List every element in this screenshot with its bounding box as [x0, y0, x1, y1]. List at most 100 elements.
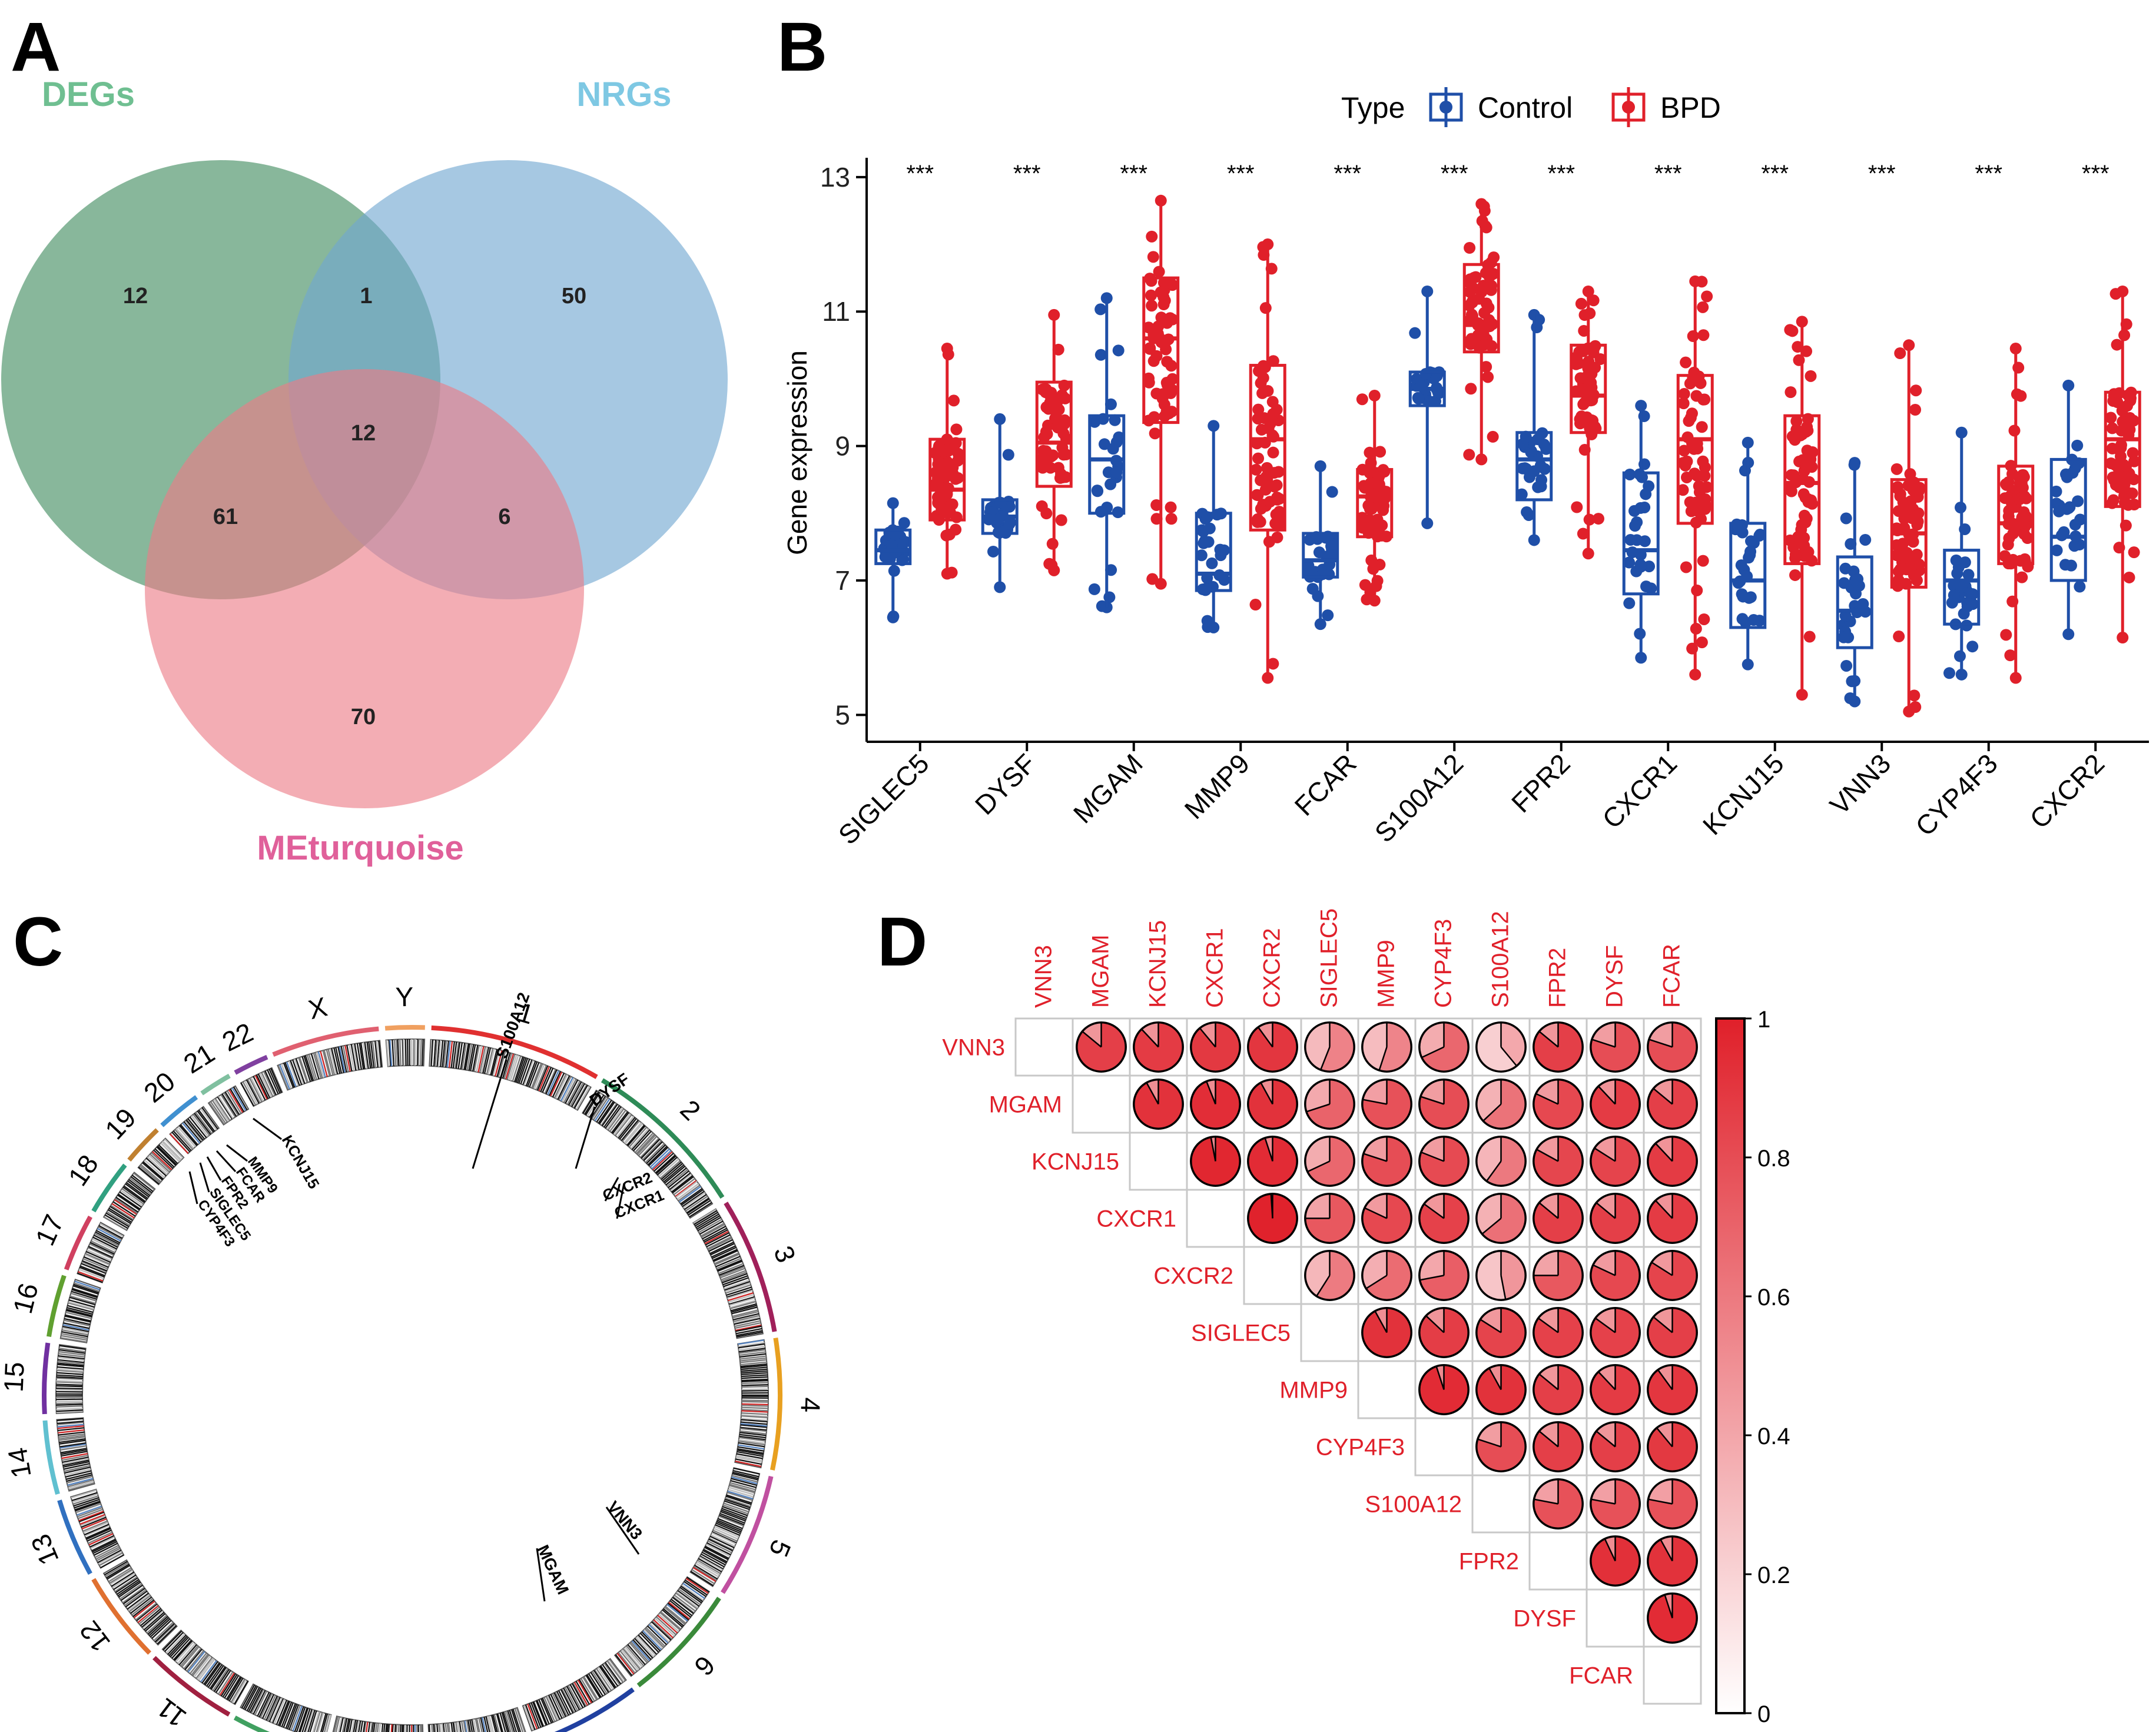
leader-line — [199, 1162, 210, 1193]
cytoband — [476, 1718, 480, 1732]
cytoband — [125, 1183, 147, 1200]
pie-divider — [1538, 1030, 1559, 1048]
chromosome-color-band — [160, 1095, 198, 1127]
cytoband — [92, 1541, 117, 1554]
cytoband — [88, 1533, 114, 1546]
chromosome-color-band — [47, 1275, 67, 1337]
cytoband — [90, 1536, 115, 1549]
venn-label-degs: DEGs — [42, 75, 135, 114]
data-point — [2121, 470, 2133, 483]
data-point — [1113, 431, 1125, 443]
cytoband — [141, 1609, 162, 1628]
pie-divider — [1319, 1047, 1331, 1070]
cytoband — [331, 1048, 339, 1074]
cytoband — [280, 1063, 292, 1089]
cytoband — [560, 1077, 574, 1101]
matrix-cell — [1528, 1531, 1588, 1591]
data-point — [1805, 370, 1817, 382]
pie-divider — [1485, 1160, 1502, 1182]
cytoband — [527, 1704, 538, 1729]
cytoband — [58, 1355, 85, 1360]
cytoband — [576, 1086, 591, 1110]
data-point — [1753, 529, 1766, 542]
cytoband — [57, 1421, 84, 1424]
pie-wedge — [1321, 1022, 1355, 1072]
cytoband — [550, 1694, 563, 1719]
cytoband — [381, 1723, 384, 1732]
pie-divider — [1593, 1264, 1616, 1276]
cytoband — [642, 1140, 662, 1160]
cytoband — [739, 1432, 767, 1436]
data-point — [1252, 413, 1264, 425]
cytoband — [363, 1721, 366, 1732]
cytoband — [512, 1708, 522, 1732]
gene-annotation-mgam: MGAM — [534, 1542, 572, 1602]
cytoband — [349, 1719, 353, 1732]
gene-annotation-vnn3: VNN3 — [603, 1498, 646, 1555]
data-point — [1735, 559, 1747, 572]
data-point — [1897, 537, 1909, 550]
cytoband — [67, 1478, 94, 1486]
cytoband — [317, 1051, 326, 1078]
data-point — [1306, 583, 1319, 595]
cytoband — [506, 1054, 516, 1080]
data-point — [2012, 361, 2025, 374]
cytoband — [685, 1578, 709, 1594]
pie-divider — [1082, 1030, 1102, 1048]
data-point — [1574, 413, 1586, 426]
cytoband — [347, 1718, 351, 1732]
cytoband — [185, 1119, 204, 1141]
cytoband — [714, 1525, 739, 1538]
pie-divider — [1364, 1207, 1388, 1219]
cytoband — [529, 1703, 540, 1728]
data-point — [1690, 390, 1703, 402]
cytoband — [538, 1066, 550, 1091]
cytoband — [283, 1702, 294, 1728]
cytoband — [227, 1677, 243, 1701]
cytoband — [320, 1713, 327, 1732]
data-point — [1784, 386, 1797, 399]
data-point — [1146, 230, 1158, 243]
cytoband — [259, 1073, 272, 1098]
cytoband — [540, 1067, 552, 1092]
data-point — [1365, 477, 1377, 489]
cytoband — [721, 1270, 747, 1281]
cytoband — [177, 1126, 196, 1147]
column-label: FPR2 — [1545, 948, 1571, 1008]
cytoband — [549, 1071, 561, 1096]
cytoband — [680, 1187, 703, 1205]
cytoband — [652, 1620, 672, 1640]
cytoband — [253, 1690, 266, 1715]
data-point — [1951, 567, 1963, 579]
data-point — [2122, 487, 2134, 500]
cytoband — [531, 1063, 542, 1089]
cytoband — [346, 1045, 353, 1071]
pie-wedge — [1486, 1136, 1526, 1186]
chromosome-7: 7 — [522, 1658, 635, 1732]
cytoband — [283, 1063, 294, 1089]
cytoband — [466, 1720, 470, 1732]
cytoband — [717, 1518, 743, 1529]
cytoband — [392, 1039, 394, 1066]
column-label: SIGLEC5 — [1316, 908, 1342, 1008]
cytoband — [170, 1133, 189, 1154]
cytoband — [326, 1714, 332, 1732]
pie-divider — [1591, 1498, 1616, 1505]
cytoband — [57, 1361, 84, 1365]
cytoband — [366, 1041, 372, 1069]
leader-line — [575, 1106, 596, 1169]
cytoband — [356, 1720, 360, 1732]
cytoband — [611, 1111, 629, 1133]
cytoband — [292, 1059, 303, 1085]
cytoband — [735, 1460, 761, 1468]
cytoband — [326, 1049, 334, 1076]
cytoband — [603, 1663, 621, 1685]
box-group-fpr2: ***FPR2 — [1505, 161, 1607, 818]
cytoband — [81, 1263, 107, 1274]
cytoband — [298, 1057, 309, 1083]
pie-divider — [1307, 1160, 1331, 1173]
chromosome-20: 20 — [138, 1066, 220, 1154]
x-tick-label: DYSF — [969, 748, 1042, 821]
pie-divider — [1596, 1430, 1616, 1448]
cytoband — [290, 1060, 300, 1086]
